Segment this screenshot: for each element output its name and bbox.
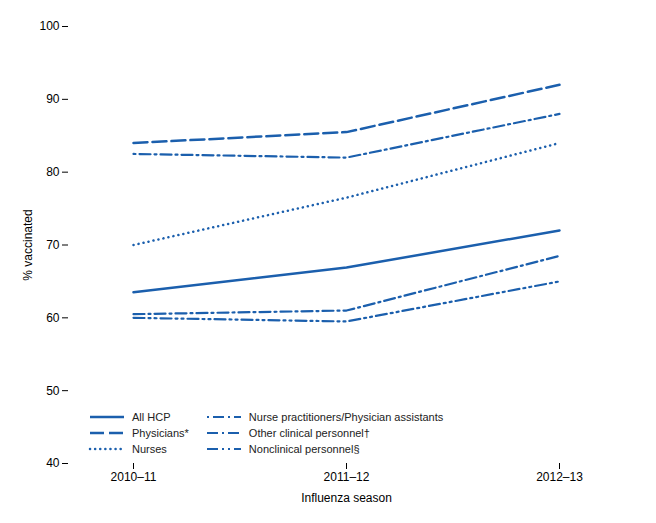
- html-text:Nurse practitioners/Physician: Nurse practitioners/Physician assistants: [248, 411, 444, 423]
- html-text:Nurses: Nurses: [132, 443, 167, 455]
- html-text:All HCP: All HCP: [132, 411, 171, 423]
- svg-text:60: 60: [46, 311, 60, 325]
- svg-text:Influenza season: Influenza season: [301, 491, 392, 505]
- html-text:Physicians*: Physicians*: [132, 427, 189, 439]
- svg-text:2011–12: 2011–12: [324, 470, 370, 484]
- html-text:Nonclinical personnel§: Nonclinical personnel§: [248, 443, 360, 455]
- svg-text:100: 100: [39, 19, 59, 33]
- svg-text:2010–11: 2010–11: [111, 470, 157, 484]
- svg-text:40: 40: [46, 456, 60, 470]
- svg-text:50: 50: [46, 384, 60, 398]
- svg-text:2012–13: 2012–13: [536, 470, 583, 484]
- svg-text:% vaccinated: % vaccinated: [21, 209, 35, 280]
- svg-text:80: 80: [46, 165, 60, 179]
- html-text:Other clinical personnel†: Other clinical personnel†: [248, 427, 370, 439]
- svg-text:70: 70: [46, 238, 60, 252]
- svg-text:90: 90: [46, 92, 60, 106]
